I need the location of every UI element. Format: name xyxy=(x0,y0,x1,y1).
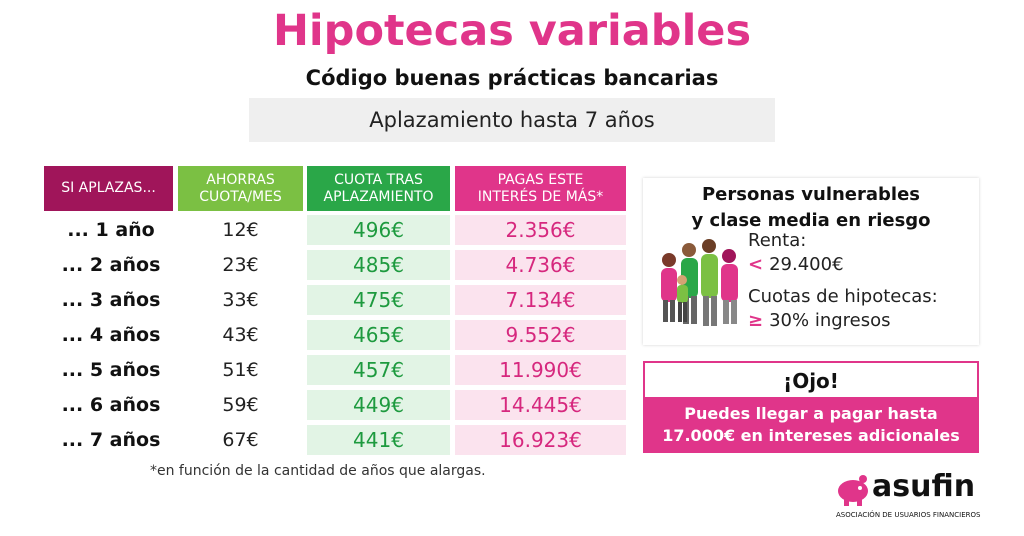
row-period: ... 4 años xyxy=(61,324,161,346)
table-row: ... 2 años 23€ 485€ 4.736€ xyxy=(0,250,640,280)
warning-line1: Puedes llegar a pagar hasta xyxy=(684,404,938,423)
row-period: ... 5 años xyxy=(61,359,161,381)
vulnerable-card: Personas vulnerables y clase media en ri… xyxy=(643,178,979,345)
row-saving: 12€ xyxy=(222,219,259,241)
row-saving: 67€ xyxy=(222,429,259,451)
logo-name: asufin xyxy=(872,469,976,504)
row-quota: 465€ xyxy=(307,320,450,350)
header-postpone-label: SI APLAZAS... xyxy=(61,180,156,196)
header-new-quota: CUOTA TRAS APLAZAMIENTO xyxy=(307,166,450,211)
row-saving: 23€ xyxy=(222,254,259,276)
row-saving: 43€ xyxy=(222,324,259,346)
row-saving: 33€ xyxy=(222,289,259,311)
asufin-logo: asufin ASOCIACIÓN DE USUARIOS FINANCIERO… xyxy=(836,469,982,523)
row-saving: 51€ xyxy=(222,359,259,381)
row-quota: 475€ xyxy=(307,285,450,315)
greater-equal-symbol: ≥ xyxy=(748,310,764,331)
warning-title: ¡Ojo! xyxy=(643,361,979,397)
page-subtitle: Código buenas prácticas bancarias xyxy=(305,66,719,90)
income-value: <29.400€ xyxy=(748,254,844,275)
header-interest-line1: PAGAS ESTE xyxy=(497,171,584,188)
row-quota: 449€ xyxy=(307,390,450,420)
table-row: ... 6 años 59€ 449€ 14.445€ xyxy=(0,390,640,420)
card-title-line1: Personas vulnerables xyxy=(701,184,921,205)
header-postpone: SI APLAZAS... xyxy=(44,166,173,211)
header-quota-line2: APLAZAMIENTO xyxy=(323,188,434,205)
warning-line2: 17.000€ en intereses adicionales xyxy=(662,426,960,445)
footnote: *en función de la cantidad de años que a… xyxy=(150,463,486,479)
row-interest: 7.134€ xyxy=(455,285,626,315)
row-quota: 441€ xyxy=(307,425,450,455)
family-icon xyxy=(661,239,738,326)
header-savings: AHORRAS CUOTA/MES xyxy=(178,166,303,211)
row-quota: 457€ xyxy=(307,355,450,385)
row-interest: 2.356€ xyxy=(455,215,626,245)
income-label: Renta: xyxy=(748,230,807,251)
card-title: Personas vulnerables y clase media en ri… xyxy=(643,182,979,234)
piggy-bank-icon xyxy=(838,475,868,506)
header-savings-line2: CUOTA/MES xyxy=(199,188,282,205)
header-quota-line1: CUOTA TRAS xyxy=(334,171,423,188)
row-interest: 14.445€ xyxy=(455,390,626,420)
warning-message: Puedes llegar a pagar hasta 17.000€ en i… xyxy=(643,397,979,453)
header-interest-line2: INTERÉS DE MÁS* xyxy=(477,188,604,205)
postponement-banner: Aplazamiento hasta 7 años xyxy=(249,98,775,142)
header-savings-line1: AHORRAS xyxy=(206,171,275,188)
row-period: ... 2 años xyxy=(61,254,161,276)
table-row: ... 1 año 12€ 496€ 2.356€ xyxy=(0,215,640,245)
mortgage-quota-value: ≥30% ingresos xyxy=(748,310,891,331)
row-quota: 496€ xyxy=(307,215,450,245)
table-row: ... 5 años 51€ 457€ 11.990€ xyxy=(0,355,640,385)
row-period: ... 3 años xyxy=(61,289,161,311)
income-amount: 29.400€ xyxy=(769,254,844,275)
row-quota: 485€ xyxy=(307,250,450,280)
table-row: ... 7 años 67€ 441€ 16.923€ xyxy=(0,425,640,455)
row-period: ... 6 años xyxy=(61,394,161,416)
mortgage-quota-amount: 30% ingresos xyxy=(769,310,891,331)
table-row: ... 3 años 33€ 475€ 7.134€ xyxy=(0,285,640,315)
logo-tagline: ASOCIACIÓN DE USUARIOS FINANCIEROS xyxy=(836,511,981,519)
row-interest: 16.923€ xyxy=(455,425,626,455)
card-title-line2: y clase media en riesgo xyxy=(691,210,931,231)
row-period: ... 1 año xyxy=(67,219,155,241)
table-row: ... 4 años 43€ 465€ 9.552€ xyxy=(0,320,640,350)
row-period: ... 7 años xyxy=(61,429,161,451)
mortgage-quota-label: Cuotas de hipotecas: xyxy=(748,286,938,307)
page-title: Hipotecas variables xyxy=(272,6,752,56)
row-saving: 59€ xyxy=(222,394,259,416)
row-interest: 4.736€ xyxy=(455,250,626,280)
header-extra-interest: PAGAS ESTE INTERÉS DE MÁS* xyxy=(455,166,626,211)
row-interest: 9.552€ xyxy=(455,320,626,350)
row-interest: 11.990€ xyxy=(455,355,626,385)
less-than-symbol: < xyxy=(748,254,764,275)
